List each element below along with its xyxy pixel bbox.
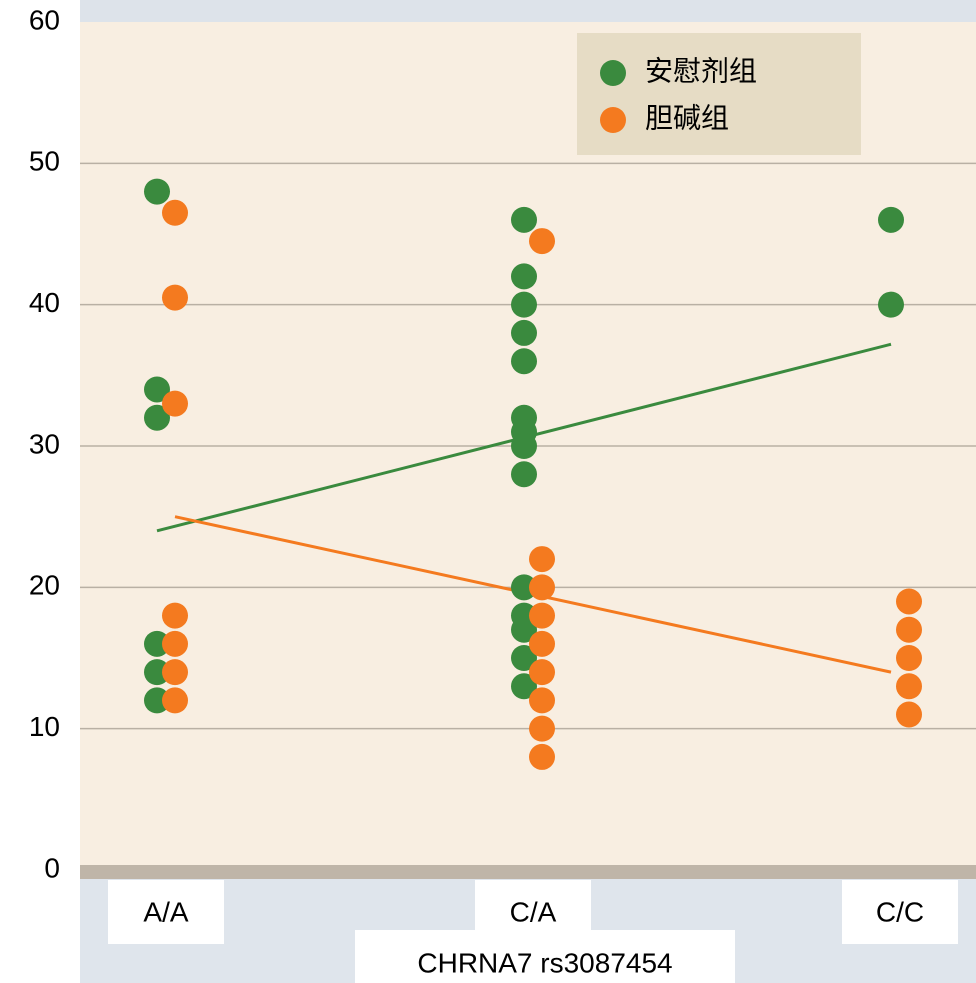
dot (162, 602, 188, 629)
legend-label: 胆碱组 (645, 102, 729, 133)
dot (511, 433, 537, 459)
dot (511, 348, 537, 375)
dot (896, 701, 922, 728)
dot (511, 645, 537, 671)
dot (144, 178, 170, 205)
dot (896, 673, 922, 700)
dot (144, 659, 170, 686)
dot (529, 574, 555, 601)
dot (144, 687, 170, 714)
dot (529, 659, 555, 686)
dot (878, 291, 904, 318)
legend-marker (600, 107, 626, 133)
y-tick-label: 0 (44, 852, 60, 883)
dot (878, 206, 904, 233)
dot (511, 263, 537, 290)
dot (144, 376, 170, 403)
dot (162, 630, 188, 657)
dot (529, 687, 555, 714)
dot (529, 743, 555, 770)
dot (529, 602, 555, 629)
legend-marker (600, 60, 626, 86)
dot (511, 574, 537, 601)
dot (144, 630, 170, 657)
y-tick-label: 40 (29, 287, 60, 318)
y-tick-label: 10 (29, 711, 60, 742)
dot (162, 199, 188, 226)
dot (162, 687, 188, 714)
legend-label: 安慰剂组 (645, 55, 757, 86)
dot (162, 284, 188, 311)
dot (529, 546, 555, 573)
top-band (80, 0, 976, 22)
dot (896, 616, 922, 643)
dot (529, 630, 555, 657)
dot (162, 390, 188, 417)
dot (511, 461, 537, 488)
y-tick-label: 20 (29, 570, 60, 601)
dot (511, 319, 537, 346)
dot (511, 673, 537, 700)
dot (529, 715, 555, 742)
dot (144, 404, 170, 431)
dot (511, 616, 537, 643)
x-axis-label: CHRNA7 rs3087454 (417, 947, 672, 978)
dot (529, 228, 555, 255)
dot (162, 659, 188, 686)
y-tick-label: 30 (29, 428, 60, 459)
dot (511, 291, 537, 318)
legend-box (577, 33, 861, 155)
x-tick-box (108, 880, 224, 944)
x-tick-box (475, 880, 591, 944)
y-tick-label: 60 (29, 4, 60, 35)
x-axis-band (80, 865, 976, 879)
x-tick-box (842, 880, 958, 944)
x-tick-label: C/C (876, 896, 924, 927)
x-tick-label: A/A (143, 896, 188, 927)
dot (511, 206, 537, 233)
x-tick-label: C/A (510, 896, 557, 927)
y-tick-label: 50 (29, 146, 60, 177)
dot (896, 645, 922, 671)
dot (896, 588, 922, 615)
